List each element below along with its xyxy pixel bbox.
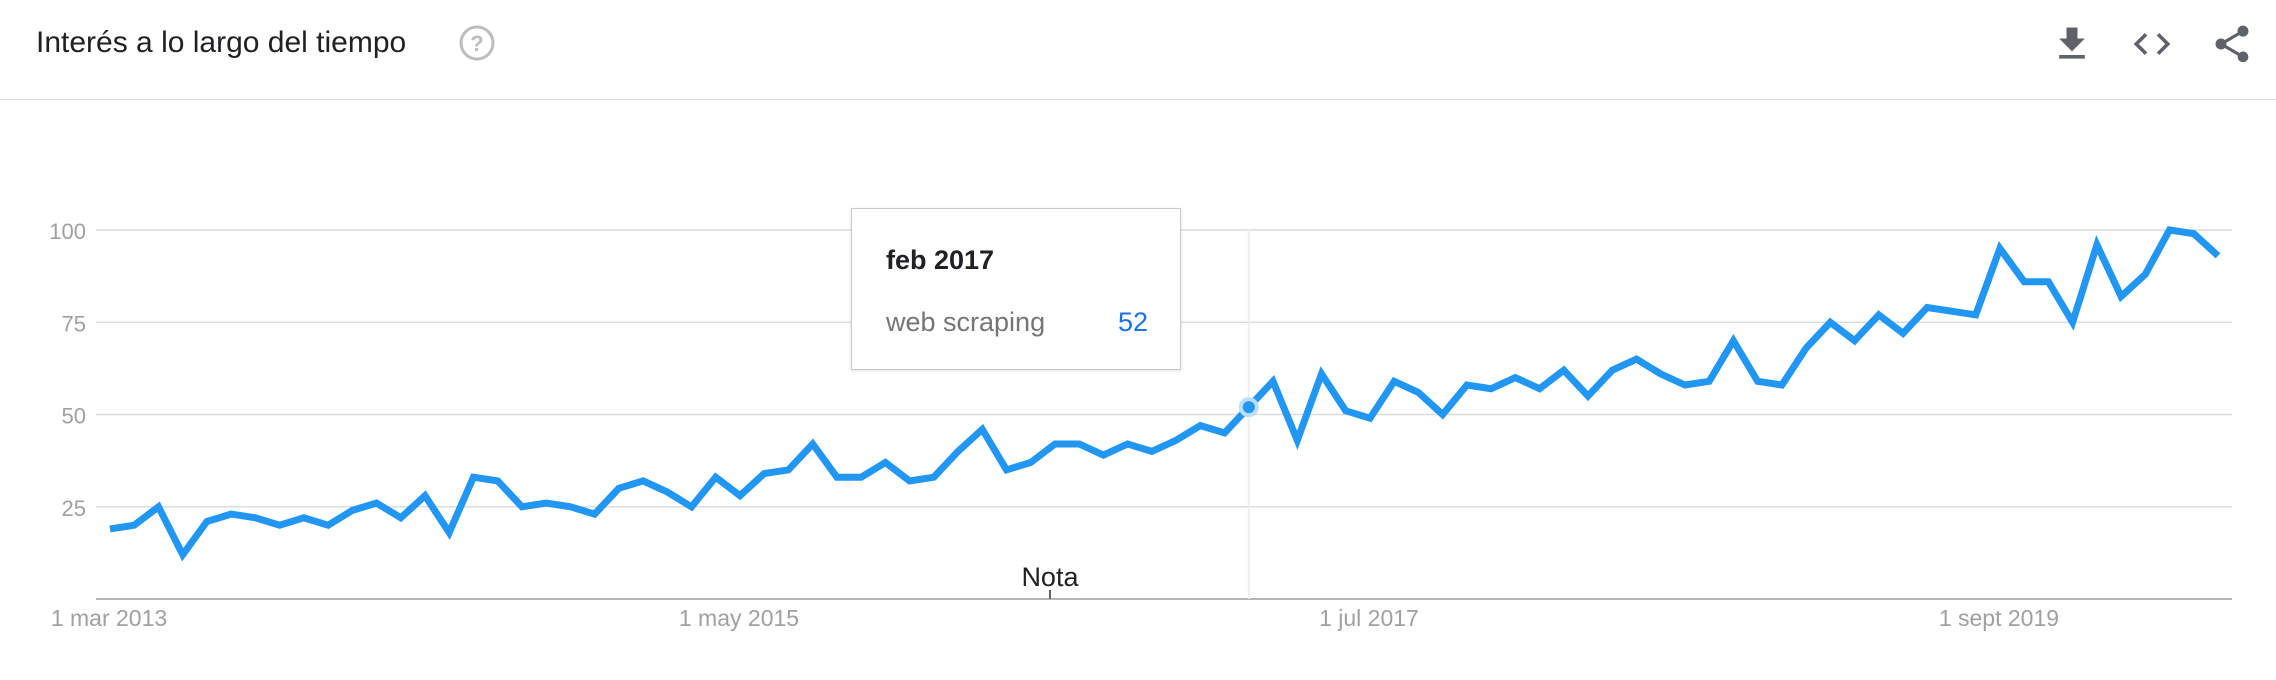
note-label[interactable]: Nota xyxy=(1021,562,1079,592)
chart-header: Interés a lo largo del tiempo ? xyxy=(0,0,2276,100)
x-tick-label: 1 may 2015 xyxy=(679,605,799,631)
hover-point[interactable] xyxy=(1238,397,1259,418)
tooltip-term: web scraping xyxy=(886,307,1046,337)
y-tick-label: 75 xyxy=(62,311,86,336)
x-tick-label: 1 jul 2017 xyxy=(1319,605,1419,631)
y-tick-label: 100 xyxy=(49,219,86,244)
chart-tooltip: feb 2017 web scraping 52 xyxy=(851,208,1181,370)
help-icon[interactable]: ? xyxy=(458,24,496,62)
download-icon[interactable] xyxy=(2050,22,2094,66)
y-axis-labels: 25 50 75 100 xyxy=(49,219,86,521)
tooltip-date: feb 2017 xyxy=(886,245,995,275)
y-tick-label: 25 xyxy=(62,496,86,521)
x-axis-labels: 1 mar 2013 1 may 2015 1 jul 2017 1 sept 201… xyxy=(51,605,2059,631)
y-tick-label: 50 xyxy=(62,404,86,429)
share-icon[interactable] xyxy=(2210,22,2254,66)
x-tick-label: 1 mar 2013 xyxy=(51,605,167,631)
tooltip-value: 52 xyxy=(1117,307,1148,337)
embed-icon[interactable] xyxy=(2130,22,2174,66)
series-line-web-scraping[interactable] xyxy=(109,226,2221,562)
svg-text:?: ? xyxy=(470,31,483,56)
x-tick-label: 1 sept 2019 xyxy=(1939,605,2059,631)
line-chart: 25 50 75 100 1 mar 2013 1 may 2015 1 jul 2017… xyxy=(49,219,2232,631)
chart-title: Interés a lo largo del tiempo xyxy=(36,26,407,59)
